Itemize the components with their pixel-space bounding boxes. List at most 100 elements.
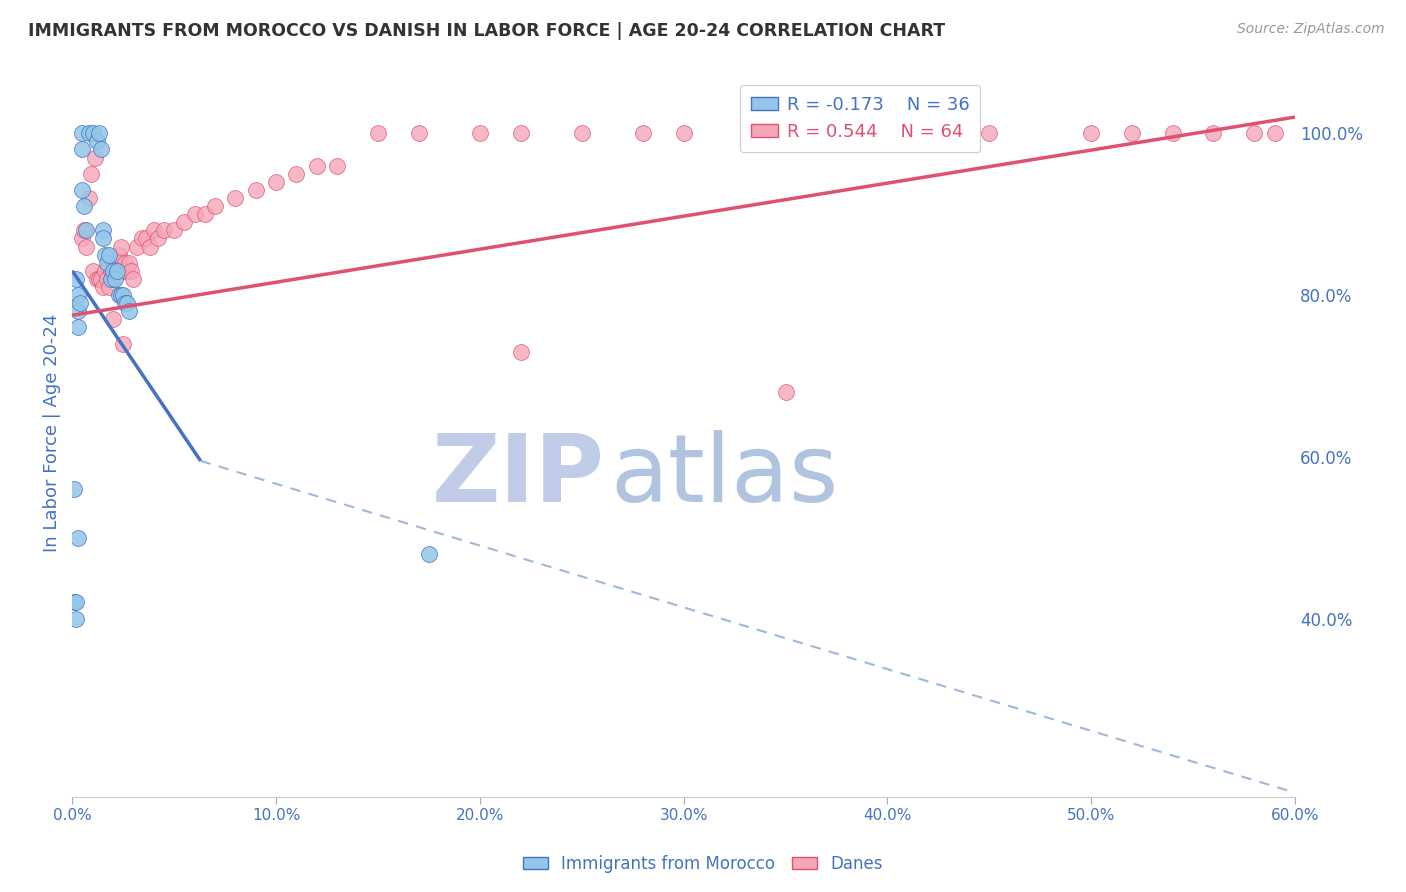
Point — [114, 296, 136, 310]
Legend: Immigrants from Morocco, Danes: Immigrants from Morocco, Danes — [516, 848, 890, 880]
Point — [96, 272, 118, 286]
Text: IMMIGRANTS FROM MOROCCO VS DANISH IN LABOR FORCE | AGE 20-24 CORRELATION CHART: IMMIGRANTS FROM MOROCCO VS DANISH IN LAB… — [28, 22, 945, 40]
Point — [82, 264, 104, 278]
Point — [183, 207, 205, 221]
Point — [100, 272, 122, 286]
Point — [326, 159, 349, 173]
Text: ZIP: ZIP — [432, 430, 605, 523]
Point — [100, 264, 122, 278]
Point — [86, 134, 108, 148]
Point — [77, 126, 100, 140]
Point — [73, 199, 96, 213]
Point — [76, 223, 98, 237]
Point — [1121, 126, 1143, 140]
Point — [204, 199, 226, 213]
Point — [86, 272, 108, 286]
Point — [76, 239, 98, 253]
Point — [67, 288, 90, 302]
Point — [63, 595, 86, 609]
Point — [1161, 126, 1184, 140]
Point — [90, 143, 112, 157]
Point — [571, 126, 593, 140]
Point — [153, 223, 176, 237]
Point — [631, 126, 654, 140]
Point — [67, 320, 90, 334]
Point — [94, 264, 117, 278]
Point — [72, 126, 94, 140]
Point — [69, 296, 91, 310]
Point — [65, 272, 87, 286]
Point — [509, 344, 531, 359]
Point — [67, 304, 90, 318]
Point — [63, 482, 86, 496]
Point — [90, 272, 112, 286]
Point — [67, 531, 90, 545]
Text: Source: ZipAtlas.com: Source: ZipAtlas.com — [1237, 22, 1385, 37]
Point — [73, 223, 96, 237]
Point — [108, 247, 131, 261]
Point — [101, 272, 124, 286]
Point — [101, 264, 124, 278]
Point — [672, 126, 695, 140]
Point — [775, 385, 797, 400]
Point — [117, 296, 139, 310]
Point — [97, 247, 120, 261]
Point — [194, 207, 217, 221]
Text: atlas: atlas — [610, 430, 838, 523]
Point — [509, 126, 531, 140]
Y-axis label: In Labor Force | Age 20-24: In Labor Force | Age 20-24 — [44, 313, 60, 552]
Point — [72, 143, 94, 157]
Point — [91, 223, 114, 237]
Point — [264, 175, 287, 189]
Point — [876, 126, 898, 140]
Point — [72, 231, 94, 245]
Point — [104, 272, 127, 286]
Point — [112, 288, 135, 302]
Point — [118, 256, 141, 270]
Point — [112, 336, 135, 351]
Point — [97, 280, 120, 294]
Point — [108, 288, 131, 302]
Point — [408, 126, 430, 140]
Point — [1264, 126, 1286, 140]
Point — [72, 183, 94, 197]
Point — [94, 247, 117, 261]
Point — [173, 215, 195, 229]
Point — [79, 167, 101, 181]
Point — [91, 231, 114, 245]
Point — [83, 151, 105, 165]
Point — [135, 231, 157, 245]
Point — [131, 231, 153, 245]
Point — [105, 256, 128, 270]
Point — [127, 239, 149, 253]
Point — [1243, 126, 1265, 140]
Point — [87, 126, 110, 140]
Point — [91, 280, 114, 294]
Point — [418, 547, 440, 561]
Point — [138, 239, 160, 253]
Point — [775, 126, 797, 140]
Point — [118, 304, 141, 318]
Point — [367, 126, 389, 140]
Point — [101, 312, 124, 326]
Point — [1080, 126, 1102, 140]
Point — [87, 272, 110, 286]
Point — [65, 595, 87, 609]
Point — [285, 167, 308, 181]
Point — [104, 256, 127, 270]
Point — [110, 288, 132, 302]
Point — [146, 231, 169, 245]
Point — [65, 612, 87, 626]
Point — [142, 223, 165, 237]
Point — [96, 256, 118, 270]
Point — [468, 126, 491, 140]
Point — [1202, 126, 1225, 140]
Point — [112, 264, 135, 278]
Point — [245, 183, 267, 197]
Point — [305, 159, 328, 173]
Point — [979, 126, 1001, 140]
Point — [77, 191, 100, 205]
Point — [163, 223, 186, 237]
Point — [224, 191, 246, 205]
Point — [120, 264, 142, 278]
